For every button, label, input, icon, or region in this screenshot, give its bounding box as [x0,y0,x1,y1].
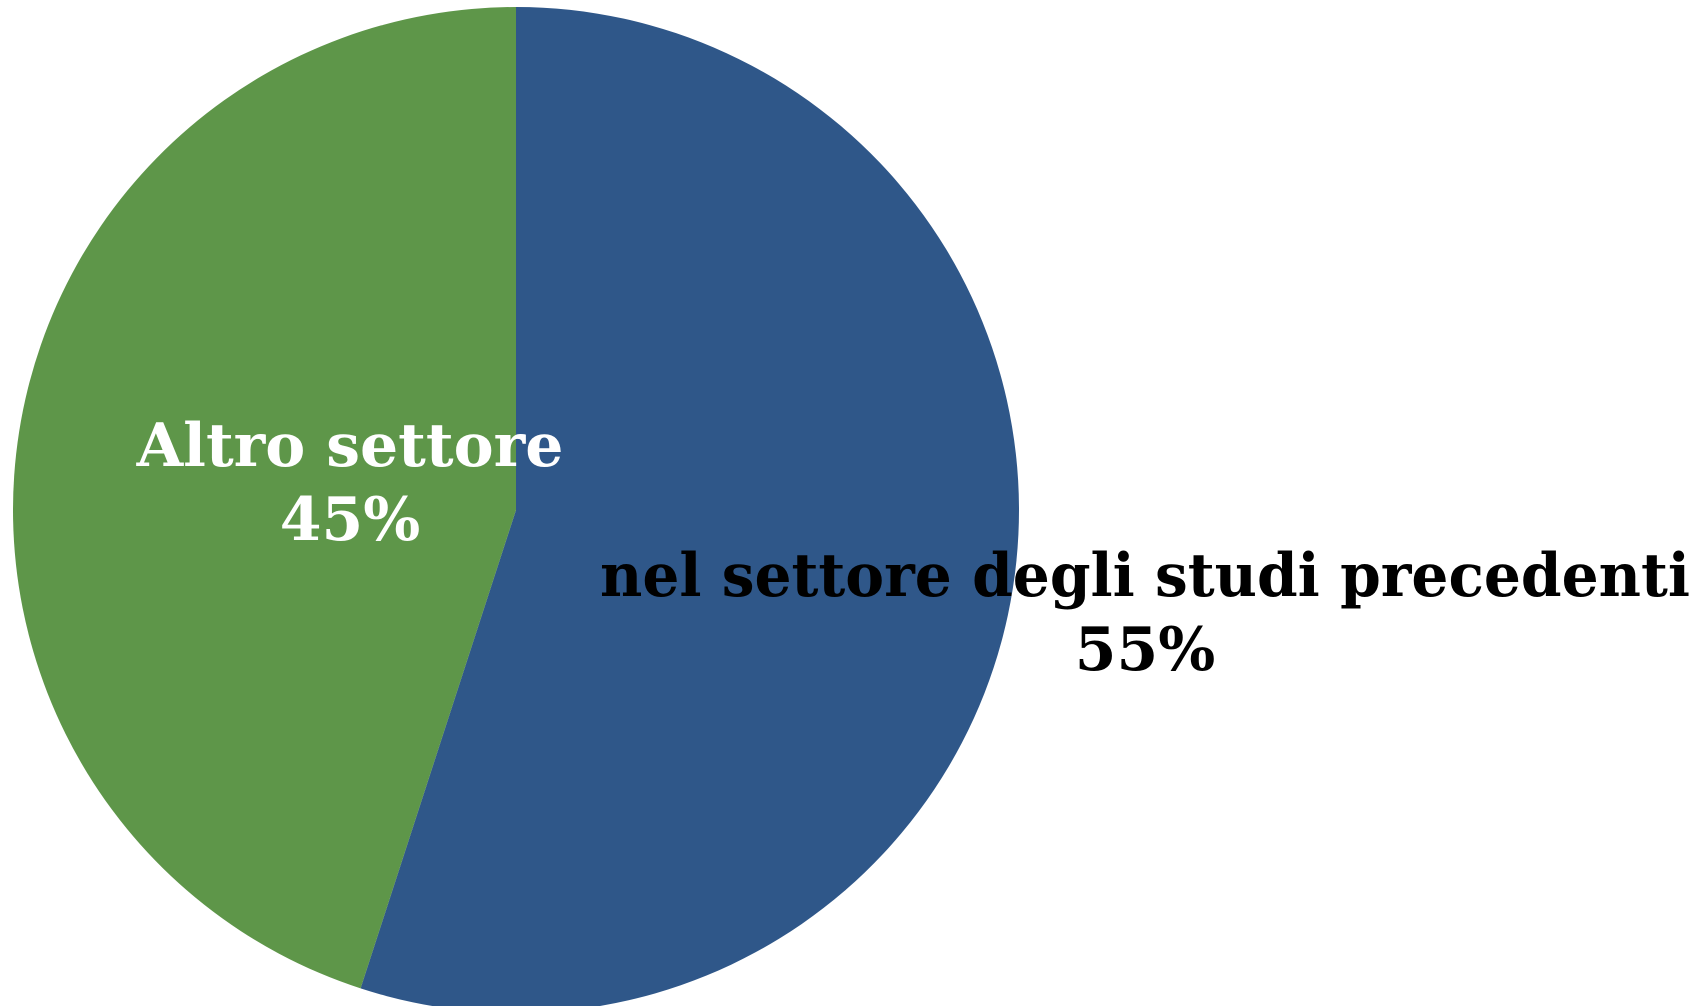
pie-slice-1 [360,7,1019,1006]
slice-category-label-1: nel settore degli studi precedenti [600,541,1690,611]
slice-value-label-2: 45% [280,485,421,555]
slice-category-label-2: Altro settore [136,411,564,481]
pie-slice-2 [13,7,517,989]
slice-value-label-1: 55% [1075,615,1216,685]
pie-slices [13,7,1019,1006]
